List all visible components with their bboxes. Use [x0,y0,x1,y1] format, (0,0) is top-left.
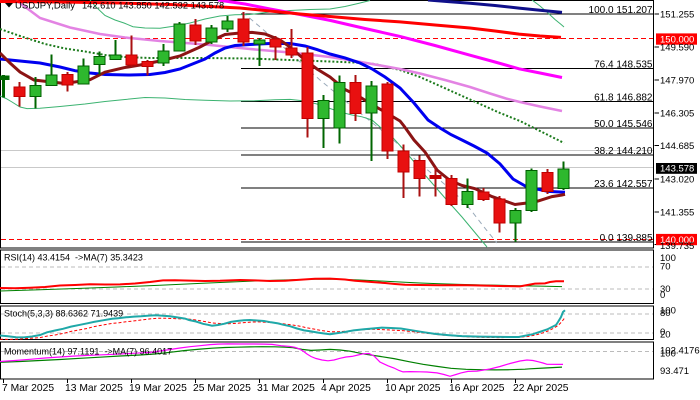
svg-text:20: 20 [660,329,671,340]
svg-text:139.735: 139.735 [660,241,694,252]
svg-text:0: 0 [660,327,665,338]
svg-text:31 Mar 2025: 31 Mar 2025 [257,383,315,394]
svg-text:143.020: 143.020 [660,175,694,186]
svg-text:22 Apr 2025: 22 Apr 2025 [513,383,569,394]
svg-text:102.4176: 102.4176 [660,345,700,356]
svg-text:4 Apr 2025: 4 Apr 2025 [321,383,371,394]
svg-text:13 Mar 2025: 13 Mar 2025 [65,383,123,394]
svg-text:70: 70 [660,262,671,273]
svg-text:7 Mar 2025: 7 Mar 2025 [2,383,54,394]
svg-text:150.000: 150.000 [660,35,694,46]
svg-text:76.4 148.535: 76.4 148.535 [594,59,653,70]
svg-text:Stoch(5,3,3) 88.6362 71.9439: Stoch(5,3,3) 88.6362 71.9439 [4,309,123,319]
svg-text:25 Mar 2025: 25 Mar 2025 [193,383,251,394]
svg-text:USDJPY,Daily: USDJPY,Daily [15,1,75,12]
svg-text:140.000: 140.000 [660,235,694,246]
svg-text:30: 30 [660,284,671,295]
svg-text:147.970: 147.970 [660,76,694,87]
svg-text:100: 100 [660,306,676,317]
svg-text:RSI(14) 43.4154 ->MA(7) 35.34: RSI(14) 43.4154 ->MA(7) 35.3423 [4,253,143,263]
svg-text:23.6 142.557: 23.6 142.557 [594,179,653,190]
svg-text:142.610 143.850 142.532 143.57: 142.610 143.850 142.532 143.578 [82,1,224,11]
svg-text:100: 100 [660,253,676,264]
svg-text:61.8 146.882: 61.8 146.882 [594,92,653,103]
svg-text:146.305: 146.305 [660,109,694,120]
svg-text:38.2 144.210: 38.2 144.210 [594,146,653,157]
svg-text:93.471: 93.471 [660,366,689,377]
svg-text:100.0 151.207: 100.0 151.207 [589,5,653,16]
svg-text:19 Mar 2025: 19 Mar 2025 [129,383,187,394]
svg-text:143.578: 143.578 [660,164,694,175]
svg-text:10 Apr 2025: 10 Apr 2025 [385,383,441,394]
svg-text:80: 80 [660,308,671,319]
svg-text:144.685: 144.685 [660,141,694,152]
svg-text:50.0 145.546: 50.0 145.546 [594,119,653,130]
svg-text:100: 100 [660,348,676,359]
svg-text:0.0 139.885: 0.0 139.885 [600,233,653,244]
svg-text:0: 0 [660,290,665,301]
svg-text:Momentum(14) 97.1191 ->MA(7): Momentum(14) 97.1191 ->MA(7) 96.4017 [4,347,172,357]
svg-text:141.355: 141.355 [660,208,694,219]
svg-text:149.590: 149.590 [660,43,694,54]
svg-text:151.255: 151.255 [660,10,694,21]
svg-text:16 Apr 2025: 16 Apr 2025 [449,383,505,394]
